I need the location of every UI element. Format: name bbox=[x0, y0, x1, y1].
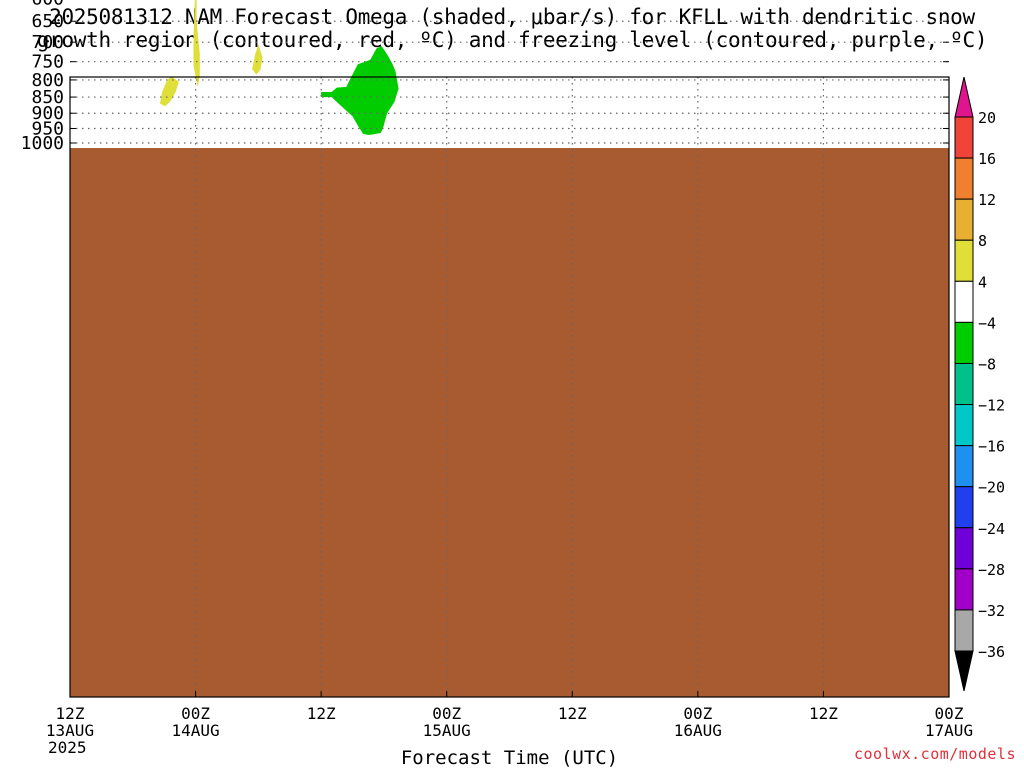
y-tick-label-650: 650 bbox=[31, 11, 64, 32]
colorbar-box-12 bbox=[954, 568, 974, 611]
x-tick-label-0: 12Z bbox=[56, 704, 85, 723]
x-tick-date-60: 16AUG bbox=[674, 721, 722, 740]
colorbar-label-20: 20 bbox=[978, 109, 996, 127]
x-tick-label-24: 12Z bbox=[307, 704, 336, 723]
colorbar-box-9 bbox=[954, 445, 974, 488]
x-tick-label-48: 12Z bbox=[558, 704, 587, 723]
y-tick-label-1000: 1000 bbox=[21, 133, 64, 154]
colorbar-box-10 bbox=[954, 486, 974, 529]
site-credit: coolwx.com/models bbox=[853, 745, 1016, 763]
colorbar-box-7 bbox=[954, 362, 974, 406]
colorbar-label-minus36: −36 bbox=[978, 643, 1005, 661]
colorbar-label-minus28: −28 bbox=[978, 561, 1005, 579]
y-tick-label-600: 600 bbox=[31, 0, 64, 10]
omega-shaded-region-4 bbox=[321, 46, 399, 136]
y-tick-label-750: 750 bbox=[31, 52, 64, 73]
plot-frame bbox=[69, 76, 950, 698]
colorbar-box-5 bbox=[954, 280, 974, 323]
omega-shaded-region-1 bbox=[160, 76, 179, 107]
colorbar-box-3 bbox=[954, 198, 974, 241]
x-tick-year-0: 2025 bbox=[48, 738, 87, 757]
omega-shaded-region-3 bbox=[252, 44, 263, 75]
x-tick-label-84: 00Z bbox=[935, 704, 964, 723]
colorbar-label-minus4: −4 bbox=[978, 314, 996, 332]
colorbar-box-13 bbox=[954, 609, 974, 652]
y-tick-label-800: 800 bbox=[31, 70, 64, 91]
colorbar-label-minus8: −8 bbox=[978, 355, 996, 373]
colorbar-box-11 bbox=[954, 527, 974, 570]
chart-title-line-2: growth region (contoured, red, ºC) and f… bbox=[36, 28, 988, 52]
x-tick-date-84: 17AUG bbox=[925, 721, 973, 740]
y-tick-label-700: 700 bbox=[31, 32, 64, 53]
x-tick-date-0: 13AUG bbox=[46, 721, 94, 740]
colorbar-box-6 bbox=[954, 321, 974, 364]
chart-title: 2025081312 NAM Forecast Omega (shaded, μ… bbox=[0, 6, 1024, 52]
x-tick-label-36: 00Z bbox=[432, 704, 461, 723]
colorbar-bottom-arrow bbox=[954, 650, 974, 692]
terrain-below-ground bbox=[70, 148, 949, 698]
colorbar-label-8: 8 bbox=[978, 232, 987, 250]
y-tick-label-900: 900 bbox=[31, 103, 64, 124]
colorbar-top-arrow bbox=[954, 76, 974, 118]
omega-shaded-region-2 bbox=[193, 0, 200, 87]
x-tick-date-12: 14AUG bbox=[171, 721, 219, 740]
colorbar-label-16: 16 bbox=[978, 150, 996, 168]
colorbar-label-minus32: −32 bbox=[978, 602, 1005, 620]
colorbar-box-2 bbox=[954, 157, 974, 200]
x-tick-date-36: 15AUG bbox=[423, 721, 471, 740]
colorbar-box-4 bbox=[954, 239, 974, 282]
colorbar-box-8 bbox=[954, 404, 974, 447]
chart-title-line-1: 2025081312 NAM Forecast Omega (shaded, μ… bbox=[49, 5, 975, 29]
colorbar-label-minus24: −24 bbox=[978, 520, 1005, 538]
colorbar-label-minus12: −12 bbox=[978, 397, 1005, 415]
colorbar-label-minus20: −20 bbox=[978, 479, 1005, 497]
colorbar-label-minus16: −16 bbox=[978, 438, 1005, 456]
x-tick-label-72: 12Z bbox=[809, 704, 838, 723]
y-tick-label-950: 950 bbox=[31, 119, 64, 140]
colorbar-label-12: 12 bbox=[978, 191, 996, 209]
x-axis-title: Forecast Time (UTC) bbox=[401, 747, 618, 768]
x-tick-label-12: 00Z bbox=[181, 704, 210, 723]
colorbar-label-4: 4 bbox=[978, 273, 987, 291]
y-tick-label-850: 850 bbox=[31, 87, 64, 108]
colorbar-box-1 bbox=[954, 116, 974, 159]
x-tick-label-60: 00Z bbox=[683, 704, 712, 723]
